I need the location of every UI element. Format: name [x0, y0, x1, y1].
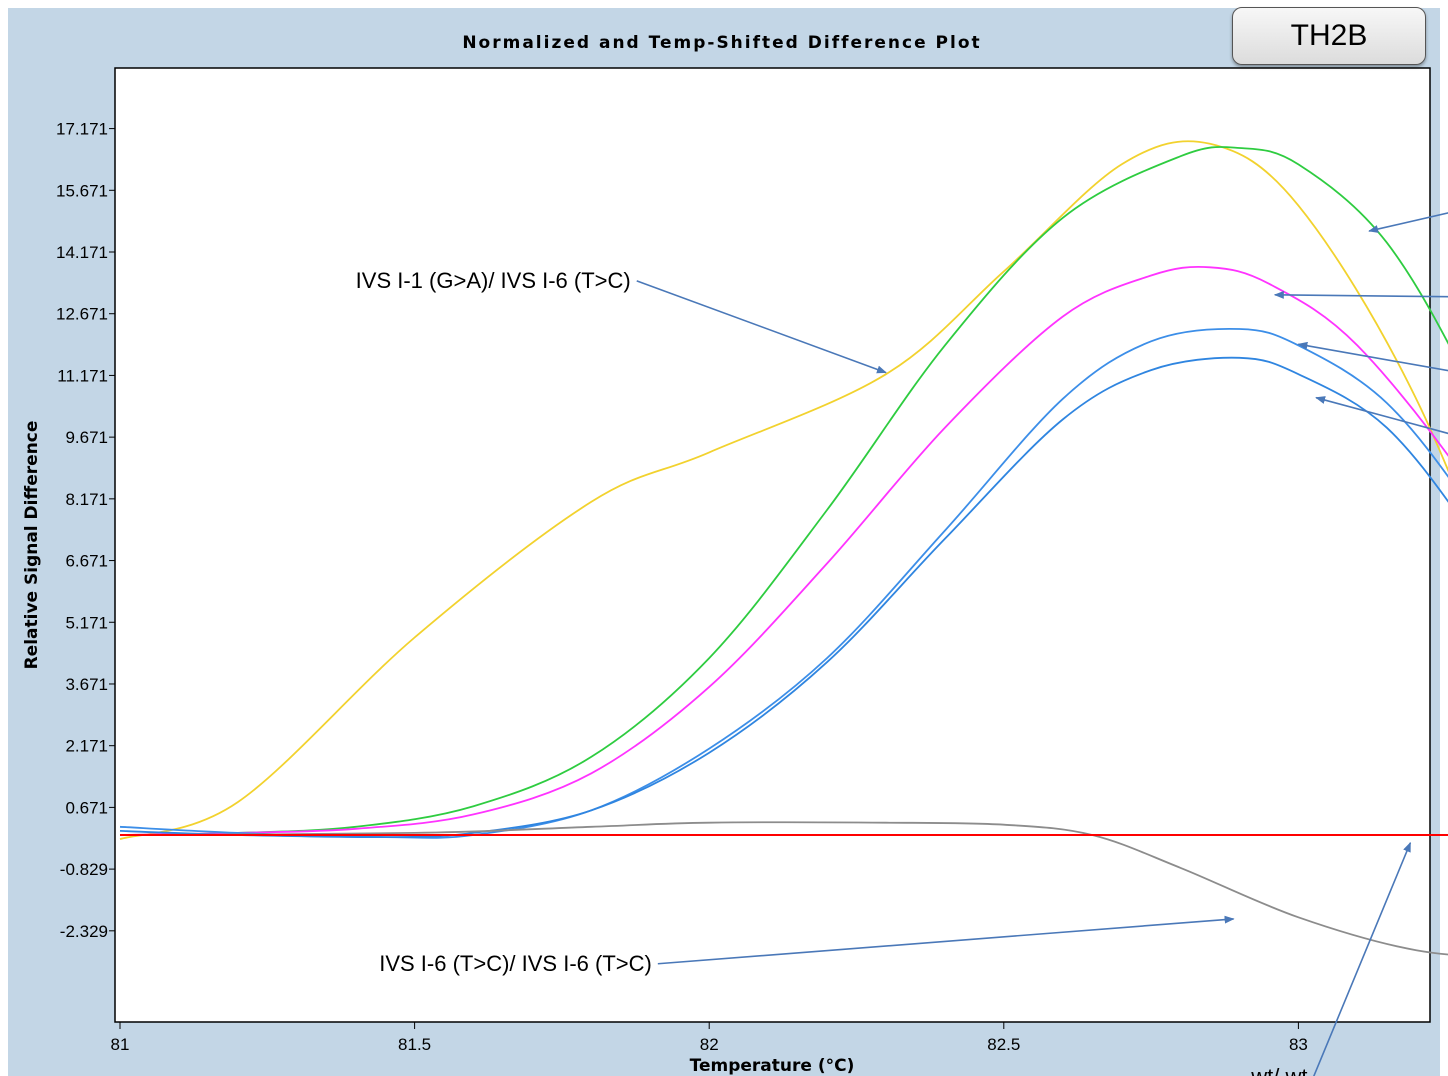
y-tick-label: 8.171	[65, 490, 108, 509]
y-tick-label: -2.329	[60, 922, 108, 941]
annotation-arrow	[657, 915, 1235, 965]
plot-area	[114, 67, 1431, 1023]
y-tick-label: 14.171	[56, 243, 108, 262]
y-tick-label: 0.671	[65, 798, 108, 817]
series-line	[119, 821, 1448, 956]
x-tick-label: 83	[1289, 1035, 1308, 1054]
y-tick-label: 15.671	[56, 181, 108, 200]
chart-title: Normalized and Temp-Shifted Difference P…	[462, 33, 981, 53]
y-tick-label: 2.171	[65, 737, 108, 756]
annotation-label: wt/ wt	[1250, 1064, 1307, 1076]
annotation-arrow	[1297, 341, 1448, 372]
x-tick-label: 81.5	[398, 1035, 431, 1054]
annotation-label: IVS I-6 (T>C)/ IVS I-6 (T>C)	[379, 951, 652, 976]
y-tick-label: 3.671	[65, 675, 108, 694]
y-tick-label: 17.171	[56, 120, 108, 139]
x-tick-label: 82	[700, 1035, 719, 1054]
y-tick-label: -0.829	[60, 860, 108, 879]
annotation-arrow	[1315, 396, 1448, 435]
sample-badge: TH2B	[1232, 7, 1426, 65]
y-tick-label: 9.671	[65, 428, 108, 447]
series-line	[119, 145, 1448, 836]
series-line	[119, 356, 1448, 839]
x-tick-label: 82.5	[987, 1035, 1020, 1054]
y-axis-label: Relative Signal Difference	[22, 421, 42, 670]
annotation-arrow	[1273, 290, 1448, 299]
y-tick-label: 6.671	[65, 552, 108, 571]
y-tick-label: 12.671	[56, 305, 108, 324]
y-tick-label: 11.171	[57, 366, 108, 385]
annotation-arrow	[636, 280, 887, 374]
annotation-label: IVS I-1 (G>A)/ IVS I-6 (T>C)	[356, 268, 631, 293]
x-tick-label: 81	[111, 1035, 130, 1054]
annotation-arrow	[1368, 212, 1448, 233]
x-axis-label: Temperature (°C)	[690, 1056, 855, 1076]
y-tick-label: 5.171	[65, 613, 108, 632]
annotation-arrow	[1313, 841, 1412, 1076]
series-line	[119, 265, 1448, 836]
